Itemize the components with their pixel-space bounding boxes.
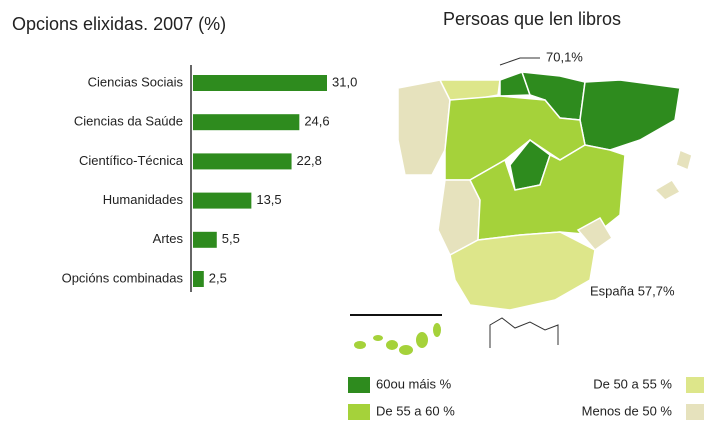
category-label: Humanidades: [103, 192, 184, 207]
value-label: 2,5: [209, 270, 227, 285]
bar: [193, 75, 327, 91]
total-label: España 57,7%: [590, 283, 675, 298]
category-label: Opcións combinadas: [62, 270, 184, 285]
value-label: 22,8: [297, 153, 322, 168]
bar: [193, 271, 204, 287]
region: [675, 148, 693, 172]
legend-swatch: [348, 404, 370, 420]
map-title: Persoas que len libros: [443, 9, 621, 29]
category-label: Ciencias Sociais: [88, 74, 184, 89]
region: [449, 231, 596, 311]
region: [397, 79, 451, 176]
bar: [193, 114, 300, 131]
value-label: 31,0: [332, 74, 357, 89]
bar: [193, 231, 217, 248]
legend-swatch: [686, 377, 704, 393]
annotation-line: [499, 57, 540, 66]
region: [653, 178, 682, 201]
value-label: 5,5: [222, 231, 240, 246]
annotation: 70,1%: [546, 49, 583, 64]
value-label: 13,5: [256, 192, 281, 207]
legend-label: 60ou máis %: [376, 376, 452, 391]
map: [397, 71, 693, 311]
category-label: Científico-Técnica: [79, 153, 184, 168]
inset-frame: [489, 317, 559, 348]
bar: [193, 192, 252, 209]
legend-swatch: [348, 377, 370, 393]
legend-swatch: [686, 404, 704, 420]
canary-islands: [354, 323, 441, 355]
category-label: Artes: [153, 231, 184, 246]
legend-label: Menos de 50 %: [582, 403, 673, 418]
legend-label: De 55 a 60 %: [376, 403, 455, 418]
region: [579, 79, 681, 151]
value-label: 24,6: [304, 114, 329, 129]
region: [576, 216, 614, 252]
chart-title: Opcions elixidas. 2007 (%): [12, 14, 226, 34]
legend-label: De 50 a 55 %: [593, 376, 672, 391]
category-label: Ciencias da Saúde: [74, 114, 183, 129]
bar: [193, 153, 292, 170]
